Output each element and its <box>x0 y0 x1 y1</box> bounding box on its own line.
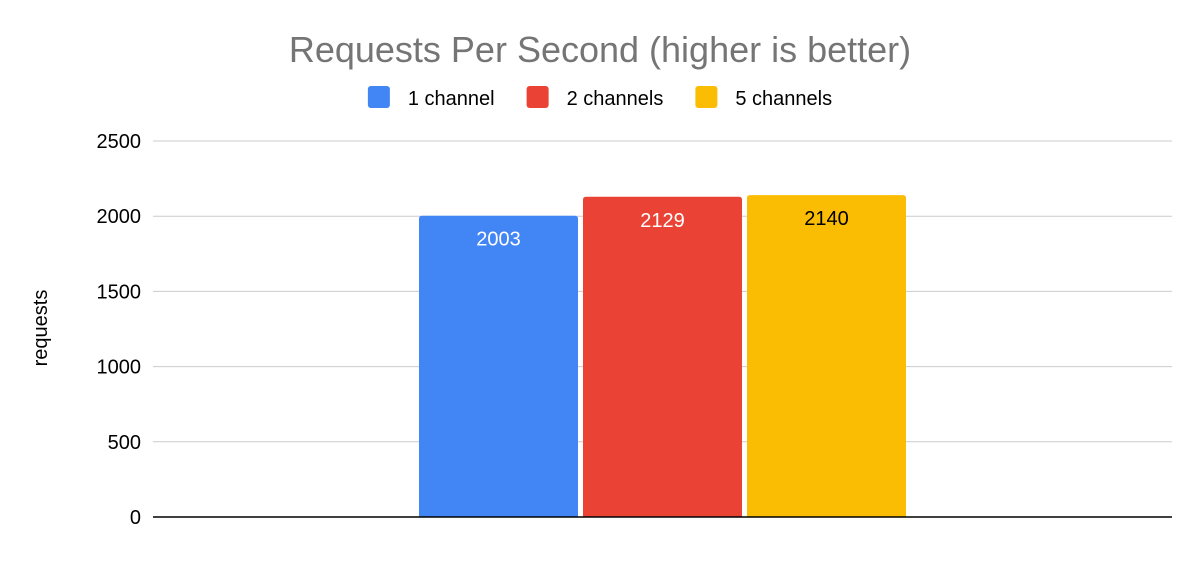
y-axis-title: requests <box>30 290 52 367</box>
bar-value-label: 2140 <box>804 208 849 230</box>
legend-swatch <box>695 86 718 108</box>
bar-2-channels <box>583 196 742 517</box>
y-tick-label: 0 <box>130 507 141 529</box>
legend-label: 5 channels <box>735 88 832 110</box>
y-tick-label: 1000 <box>97 357 142 379</box>
y-tick-label: 500 <box>108 432 141 454</box>
chart-title: Requests Per Second (higher is better) <box>289 29 911 70</box>
bar-1-channel <box>419 215 578 518</box>
y-axis-ticks: 0 500 1000 1500 2000 2500 <box>97 131 142 529</box>
legend: 1 channel 2 channels 5 channels <box>367 86 832 110</box>
y-tick-label: 2500 <box>97 131 142 153</box>
bars <box>419 195 906 518</box>
legend-label: 2 channels <box>567 88 664 110</box>
y-tick-label: 1500 <box>97 281 142 303</box>
bar-value-label: 2129 <box>640 210 685 232</box>
bar-value-label: 2003 <box>476 229 521 251</box>
legend-swatch <box>526 86 549 108</box>
legend-label: 1 channel <box>408 88 495 110</box>
data-labels: 2003 2129 2140 <box>476 208 849 251</box>
legend-swatch <box>367 86 390 108</box>
y-tick-label: 2000 <box>97 206 142 228</box>
bar-5-channels <box>747 195 906 518</box>
